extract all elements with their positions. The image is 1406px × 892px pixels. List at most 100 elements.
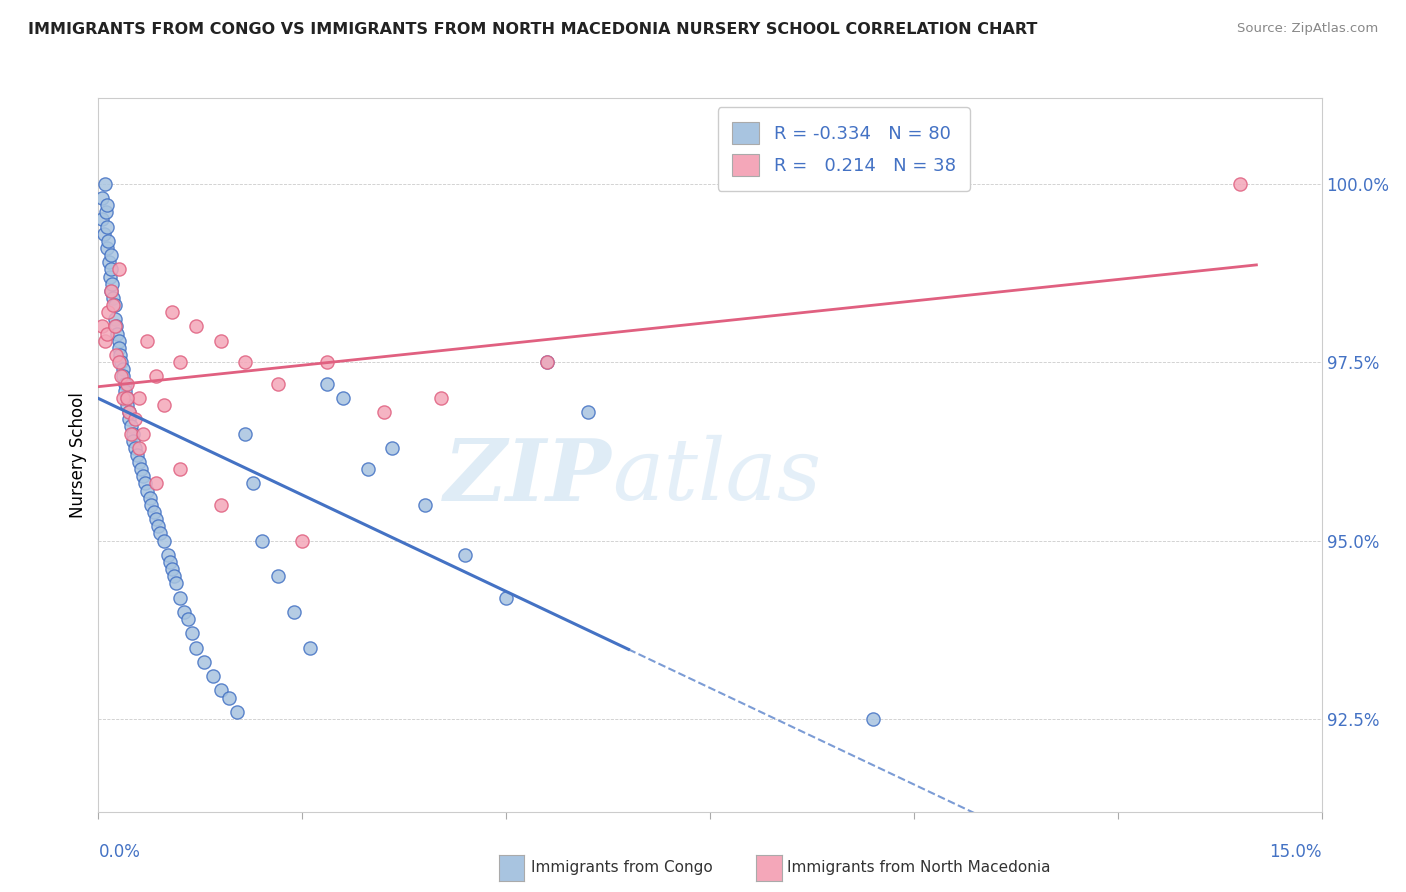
Text: Immigrants from Congo: Immigrants from Congo [531, 861, 713, 875]
Point [96, 326, 118, 341]
Point [165, 576, 187, 591]
Point [124, 441, 146, 455]
Point [128, 441, 150, 455]
Point [118, 412, 141, 426]
Point [209, 334, 232, 348]
Point [94, 205, 117, 219]
Point [124, 412, 146, 426]
Point [134, 476, 156, 491]
Point [186, 640, 208, 655]
Point [128, 391, 150, 405]
Point [108, 355, 131, 369]
Point [576, 405, 599, 419]
Point [118, 405, 141, 419]
Text: atlas: atlas [612, 435, 821, 517]
Point [136, 483, 159, 498]
Point [97, 234, 120, 248]
Point [100, 284, 122, 298]
Point [111, 391, 134, 405]
Point [129, 462, 152, 476]
Point [373, 405, 395, 419]
Point [169, 462, 191, 476]
Point [115, 376, 138, 391]
Point [156, 548, 179, 562]
Point [226, 705, 249, 719]
Point [299, 640, 322, 655]
Point [111, 362, 134, 376]
Text: Immigrants from North Macedonia: Immigrants from North Macedonia [787, 861, 1050, 875]
Point [94, 177, 117, 191]
Point [111, 369, 134, 384]
Point [332, 391, 354, 405]
Point [117, 405, 139, 419]
Point [100, 262, 122, 277]
Point [96, 241, 118, 255]
Point [181, 626, 204, 640]
Point [356, 462, 378, 476]
Point [115, 391, 138, 405]
Point [862, 712, 884, 726]
Point [91, 191, 114, 205]
Point [381, 441, 404, 455]
Text: ZIP: ZIP [444, 434, 612, 518]
Text: 15.0%: 15.0% [1270, 843, 1322, 861]
Point [115, 398, 138, 412]
Point [98, 255, 121, 269]
Point [536, 355, 558, 369]
Point [104, 319, 127, 334]
Point [145, 369, 167, 384]
Point [139, 491, 162, 505]
Text: IMMIGRANTS FROM CONGO VS IMMIGRANTS FROM NORTH MACEDONIA NURSERY SCHOOL CORRELAT: IMMIGRANTS FROM CONGO VS IMMIGRANTS FROM… [28, 22, 1038, 37]
Point [160, 562, 183, 576]
Point [413, 498, 436, 512]
Y-axis label: Nursery School: Nursery School [69, 392, 87, 518]
Point [536, 355, 558, 369]
Point [283, 605, 305, 619]
Point [105, 348, 128, 362]
Point [108, 334, 131, 348]
Point [163, 569, 186, 583]
Point [101, 298, 124, 312]
Point [177, 612, 200, 626]
Point [125, 448, 148, 462]
Point [96, 219, 118, 234]
Point [315, 355, 337, 369]
Point [160, 305, 183, 319]
Point [108, 262, 131, 277]
Point [430, 391, 453, 405]
Point [136, 334, 159, 348]
Point [108, 341, 131, 355]
Point [100, 284, 122, 298]
Point [291, 533, 314, 548]
Point [110, 355, 132, 369]
Point [209, 498, 232, 512]
Point [454, 548, 477, 562]
Point [142, 505, 165, 519]
Point [93, 227, 115, 241]
Point [218, 690, 240, 705]
Point [169, 355, 191, 369]
Point [110, 348, 132, 362]
Point [105, 319, 128, 334]
Point [91, 319, 114, 334]
Point [201, 669, 224, 683]
Point [141, 498, 163, 512]
Point [159, 555, 181, 569]
Point [145, 512, 167, 526]
Point [132, 469, 155, 483]
Point [104, 312, 127, 326]
Point [115, 391, 138, 405]
Point [1229, 177, 1251, 191]
Point [233, 426, 256, 441]
Legend: R = -0.334   N = 80, R =   0.214   N = 38: R = -0.334 N = 80, R = 0.214 N = 38 [717, 107, 970, 191]
Point [114, 384, 136, 398]
Point [250, 533, 273, 548]
Point [267, 376, 290, 391]
Point [242, 476, 264, 491]
Point [114, 376, 136, 391]
Point [315, 376, 337, 391]
Point [91, 212, 114, 227]
Point [149, 526, 172, 541]
Point [120, 419, 142, 434]
Text: Source: ZipAtlas.com: Source: ZipAtlas.com [1237, 22, 1378, 36]
